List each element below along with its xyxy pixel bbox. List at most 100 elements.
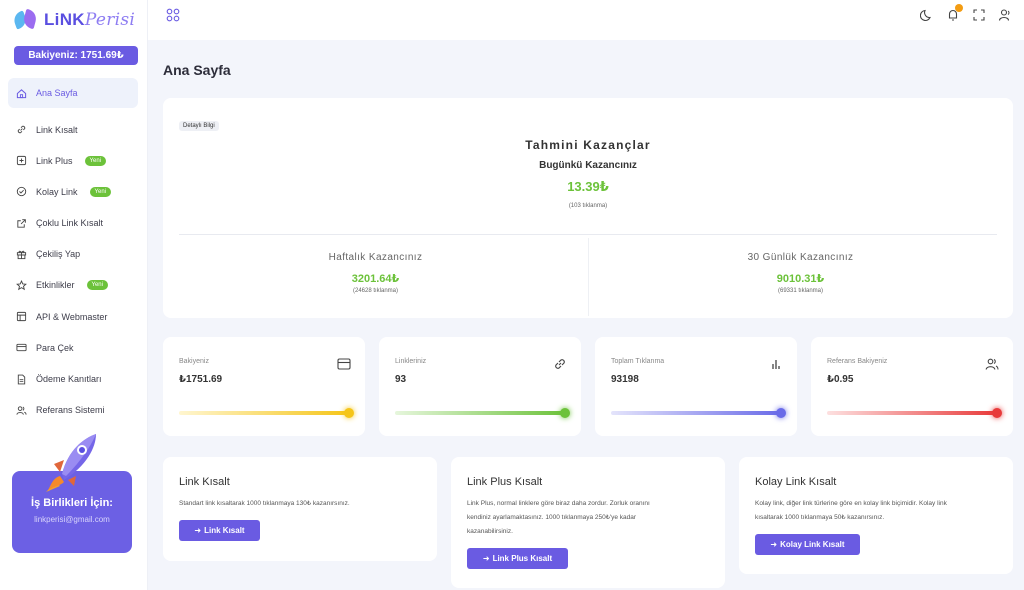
sidebar-item-label: Çoklu Link Kısalt bbox=[36, 218, 104, 229]
gift-icon bbox=[15, 248, 27, 260]
weekly-earnings: Haftalık Kazancınız 3201.64₺ (24628 tıkl… bbox=[163, 252, 588, 294]
stat-card-links: Linkleriniz 93 bbox=[379, 337, 581, 436]
action-card-link-kisalt: Link Kısalt Standart link kısaltarak 100… bbox=[163, 457, 437, 561]
action-title: Kolay Link Kısalt bbox=[755, 476, 837, 488]
sidebar-item-label: Çekiliş Yap bbox=[36, 249, 81, 260]
sidebar-item-ana-sayfa[interactable]: Ana Sayfa bbox=[8, 78, 138, 108]
file-icon bbox=[15, 373, 27, 385]
stat-progress-bar bbox=[827, 411, 997, 415]
wallet-icon bbox=[337, 358, 351, 370]
monthly-clicks: (69331 tıklanma) bbox=[777, 288, 824, 294]
action-description: Standart link kısaltarak 1000 tıklanmaya… bbox=[179, 500, 350, 507]
new-badge: Yeni bbox=[84, 155, 106, 166]
sidebar-item-api-webmaster[interactable]: API & Webmaster bbox=[8, 301, 138, 332]
moon-icon[interactable] bbox=[920, 8, 934, 22]
sidebar-item-label: Link Plus bbox=[36, 155, 73, 166]
arrow-right-icon: ➜ bbox=[194, 526, 202, 535]
star-icon bbox=[15, 279, 27, 291]
sidebar-item-kolay-link[interactable]: Kolay Link Yeni bbox=[8, 176, 138, 207]
monthly-earnings-amount: 9010.31₺ bbox=[776, 273, 825, 285]
check-circle-icon bbox=[15, 186, 27, 198]
stat-value: 93 bbox=[395, 374, 407, 385]
action-card-kolay-link: Kolay Link Kısalt Kolay link, diğer link… bbox=[739, 457, 1013, 574]
stat-progress-bar bbox=[179, 411, 349, 415]
link-kisalt-button[interactable]: ➜ Link Kısalt bbox=[179, 520, 260, 541]
today-earnings-amount: 13.39₺ bbox=[567, 179, 609, 194]
kolay-link-kisalt-button[interactable]: ➜ Kolay Link Kısalt bbox=[755, 534, 860, 555]
action-description: Kolay link, diğer link türlerine göre en… bbox=[755, 500, 947, 521]
monthly-earnings-label: 30 Günlük Kazancınız bbox=[747, 252, 854, 263]
sidebar-balance: Bakiyeniz: 1751.69₺ bbox=[14, 46, 138, 65]
weekly-clicks: (24628 tıklanma) bbox=[352, 288, 399, 294]
divider bbox=[179, 234, 997, 235]
sidebar-item-etkinlikler[interactable]: Etkinlikler Yeni bbox=[8, 270, 138, 301]
bar-chart-icon bbox=[772, 360, 780, 369]
partnership-title: İş Birlikleri İçin: bbox=[31, 497, 113, 509]
home-icon bbox=[15, 87, 27, 99]
link-icon bbox=[15, 124, 27, 136]
stat-label: Linkleriniz bbox=[395, 358, 427, 365]
layout-icon bbox=[15, 311, 27, 323]
credit-card-icon bbox=[15, 342, 27, 354]
sidebar-item-coklu-link-kisalt[interactable]: Çoklu Link Kısalt bbox=[8, 208, 138, 239]
page-title: Ana Sayfa bbox=[163, 62, 231, 78]
action-title: Link Kısalt bbox=[179, 476, 230, 488]
sidebar-item-odeme-kanitlari[interactable]: Ödeme Kanıtları bbox=[8, 364, 138, 395]
action-title: Link Plus Kısalt bbox=[467, 476, 543, 488]
logo[interactable]: LiNKPerisi bbox=[11, 4, 135, 36]
stat-value: ₺0.95 bbox=[827, 374, 854, 385]
stat-progress-dot bbox=[344, 408, 354, 418]
stat-progress-bar bbox=[611, 411, 781, 415]
new-badge: Yeni bbox=[89, 186, 111, 197]
sidebar-item-para-cek[interactable]: Para Çek bbox=[8, 332, 138, 363]
stat-label: Bakiyeniz bbox=[179, 358, 209, 365]
bell-icon bbox=[948, 9, 958, 21]
new-badge: Yeni bbox=[86, 280, 108, 291]
sidebar: LiNKPerisi Bakiyeniz: 1751.69₺ Ana Sayfa… bbox=[0, 0, 148, 590]
today-earnings-label: Bugünkü Kazancınız bbox=[539, 160, 637, 171]
sidebar-item-cekilis-yap[interactable]: Çekiliş Yap bbox=[8, 239, 138, 270]
weekly-earnings-label: Haftalık Kazancınız bbox=[328, 252, 423, 263]
divider bbox=[588, 238, 589, 316]
external-link-icon bbox=[15, 217, 27, 229]
stat-label: Toplam Tıklanma bbox=[611, 358, 665, 365]
link-plus-kisalt-button[interactable]: ➜ Link Plus Kısalt bbox=[467, 548, 568, 569]
apps-grid-icon[interactable] bbox=[166, 8, 180, 22]
detail-info-tag[interactable]: Detaylı Bilgi bbox=[179, 121, 219, 131]
partnership-card: İş Birlikleri İçin: linkperisi@gmail.com bbox=[12, 471, 132, 553]
sidebar-item-label: Kolay Link bbox=[36, 186, 78, 197]
notification-button[interactable] bbox=[946, 4, 963, 22]
link-icon bbox=[555, 359, 565, 369]
sidebar-item-label: Para Çek bbox=[36, 342, 74, 353]
sidebar-item-referans-sistemi[interactable]: Referans Sistemi bbox=[8, 395, 138, 426]
action-card-link-plus: Link Plus Kısalt Link Plus, normal linkl… bbox=[451, 457, 725, 588]
partnership-email[interactable]: linkperisi@gmail.com bbox=[34, 515, 110, 524]
notification-dot bbox=[955, 4, 963, 12]
sidebar-item-link-plus[interactable]: Link Plus Yeni bbox=[8, 145, 138, 176]
action-description: Link Plus, normal linklere göre biraz da… bbox=[467, 500, 650, 535]
stat-card-balance: Bakiyeniz ₺1751.69 bbox=[163, 337, 365, 436]
arrow-right-icon: ➜ bbox=[770, 540, 778, 549]
sidebar-item-link-kisalt[interactable]: Link Kısalt bbox=[8, 114, 138, 145]
stat-progress-dot bbox=[776, 408, 786, 418]
stat-card-clicks: Toplam Tıklanma 93198 bbox=[595, 337, 797, 436]
stat-value: 93198 bbox=[611, 374, 639, 385]
button-label: Kolay Link Kısalt bbox=[780, 540, 845, 549]
topbar bbox=[148, 0, 1024, 40]
today-clicks: (103 tıklanma) bbox=[568, 203, 608, 209]
rocket-icon bbox=[46, 434, 96, 492]
sidebar-nav: Ana Sayfa Link Kısalt Link Plus Yeni Kol… bbox=[8, 78, 138, 426]
sidebar-item-label: Ana Sayfa bbox=[36, 88, 78, 98]
users-icon bbox=[985, 358, 999, 370]
stat-progress-bar bbox=[395, 411, 565, 415]
earnings-card: Detaylı Bilgi Tahmini Kazançlar Bugünkü … bbox=[163, 98, 1013, 318]
users-icon bbox=[15, 404, 27, 416]
button-label: Link Kısalt bbox=[204, 526, 245, 535]
earnings-title: Tahmini Kazançlar bbox=[525, 138, 651, 152]
sidebar-item-label: Etkinlikler bbox=[36, 280, 75, 291]
fullscreen-icon[interactable] bbox=[972, 8, 986, 22]
user-icon[interactable] bbox=[998, 8, 1012, 22]
sidebar-item-label: API & Webmaster bbox=[36, 311, 108, 322]
weekly-earnings-amount: 3201.64₺ bbox=[351, 273, 400, 285]
monthly-earnings: 30 Günlük Kazancınız 9010.31₺ (69331 tık… bbox=[588, 252, 1013, 294]
